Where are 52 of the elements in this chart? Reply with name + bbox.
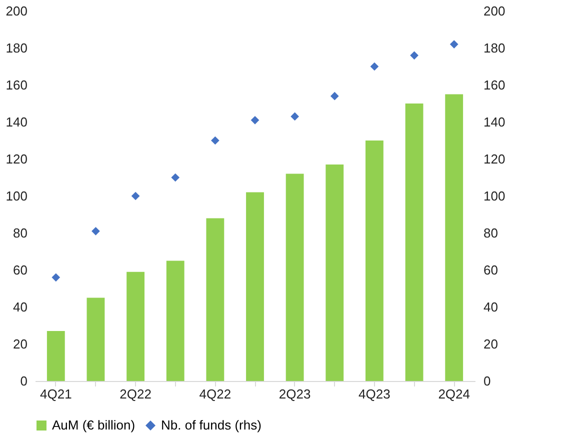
y-tick-label: 140 xyxy=(6,114,28,130)
point xyxy=(171,173,180,182)
x-tick-label: 4Q23 xyxy=(358,386,390,402)
legend-label: AuM (€ billion) xyxy=(52,418,136,432)
y-tick-label: 100 xyxy=(6,188,28,204)
legend-label: Nb. of funds (rhs) xyxy=(161,418,262,432)
point xyxy=(131,192,140,200)
point xyxy=(330,92,339,100)
y2-tick-label: 200 xyxy=(484,4,506,18)
x-tick-label: 2Q22 xyxy=(120,386,152,402)
y-tick-label: 0 xyxy=(20,374,28,388)
bar xyxy=(86,298,105,381)
x-tick-label: 4Q22 xyxy=(199,386,232,402)
y2-tick-label: 60 xyxy=(484,262,498,278)
y-tick-label: 200 xyxy=(6,4,28,18)
y2-tick-label: 20 xyxy=(484,336,498,352)
y2-tick-label: 80 xyxy=(484,226,498,240)
y2-tick-label: 120 xyxy=(484,152,506,166)
y-tick-label: 120 xyxy=(6,152,28,166)
x-tick-label: 2Q24 xyxy=(438,386,470,402)
y-tick-label: 40 xyxy=(13,300,28,314)
point xyxy=(450,40,458,48)
bar xyxy=(326,164,344,381)
point xyxy=(410,51,418,60)
point xyxy=(52,273,60,282)
y-tick-label: 60 xyxy=(13,262,28,278)
x-tick-label: 4Q21 xyxy=(40,386,72,402)
point xyxy=(250,116,260,124)
y2-tick-label: 100 xyxy=(484,188,506,204)
point xyxy=(92,226,100,236)
point xyxy=(211,136,220,145)
bar xyxy=(445,94,464,381)
bar xyxy=(366,140,384,381)
bar xyxy=(286,174,304,381)
y-tick-label: 80 xyxy=(13,226,28,240)
bar xyxy=(206,218,224,381)
bar xyxy=(166,260,184,381)
y-tick-label: 20 xyxy=(13,336,28,352)
y2-tick-label: 40 xyxy=(484,300,498,314)
point xyxy=(370,62,379,71)
bar xyxy=(405,104,424,381)
y-tick-label: 180 xyxy=(6,40,28,56)
point xyxy=(290,112,299,121)
y2-tick-label: 180 xyxy=(484,40,506,56)
y-tick-label: 160 xyxy=(6,78,28,92)
bar xyxy=(126,272,144,381)
bar xyxy=(246,192,264,381)
y2-tick-label: 140 xyxy=(484,114,506,130)
bar xyxy=(46,331,65,381)
x-tick-label: 2Q23 xyxy=(278,386,311,402)
y2-tick-label: 0 xyxy=(484,374,491,388)
y2-tick-label: 160 xyxy=(484,78,506,92)
